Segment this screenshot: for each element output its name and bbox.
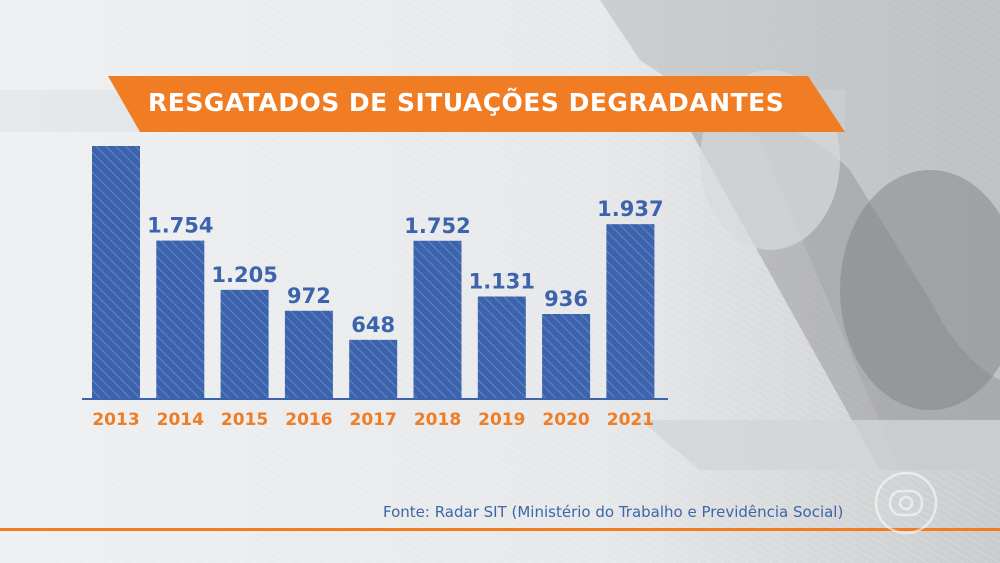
year-label-2016: 2016 bbox=[285, 410, 332, 430]
bar-2017 bbox=[349, 339, 398, 398]
year-label-2014: 2014 bbox=[157, 410, 204, 430]
bar-2021 bbox=[606, 224, 655, 398]
value-label-2014: 1.754 bbox=[147, 214, 213, 238]
value-label-2015: 1.205 bbox=[211, 263, 277, 287]
source-note: Fonte: Radar SIT (Ministério do Trabalho… bbox=[383, 503, 844, 521]
year-label-2013: 2013 bbox=[92, 410, 139, 430]
value-label-2018: 1.752 bbox=[404, 214, 470, 238]
bar-2016 bbox=[284, 310, 333, 398]
title-banner bbox=[0, 76, 845, 132]
year-label-2020: 2020 bbox=[542, 410, 589, 430]
bar-2013 bbox=[92, 146, 140, 398]
year-label-2021: 2021 bbox=[607, 410, 654, 430]
bar-2014 bbox=[156, 240, 205, 398]
bar-2015 bbox=[220, 289, 269, 398]
globe-logo-icon bbox=[874, 471, 938, 535]
bar-chart: 2.808 2013 1.754 2014 1.205 2015 972 2016 648 201… bbox=[82, 140, 668, 430]
chart-title: RESGATADOS DE SITUAÇÕES DEGRADANTES bbox=[148, 88, 785, 117]
value-label-2021: 1.937 bbox=[597, 197, 663, 221]
year-label-2015: 2015 bbox=[221, 410, 268, 430]
bar-2018 bbox=[413, 240, 462, 398]
value-label-2017: 648 bbox=[351, 313, 395, 337]
value-label-2020: 936 bbox=[544, 287, 588, 311]
value-label-2016: 972 bbox=[287, 284, 331, 308]
year-label-2017: 2017 bbox=[350, 410, 397, 430]
value-label-2019: 1.131 bbox=[469, 270, 535, 294]
value-label-2013: 2.808 bbox=[83, 140, 149, 143]
year-label-2018: 2018 bbox=[414, 410, 461, 430]
source-divider bbox=[0, 528, 1000, 531]
bar-2019 bbox=[477, 296, 526, 398]
year-label-2019: 2019 bbox=[478, 410, 525, 430]
bar-2020 bbox=[542, 314, 591, 398]
